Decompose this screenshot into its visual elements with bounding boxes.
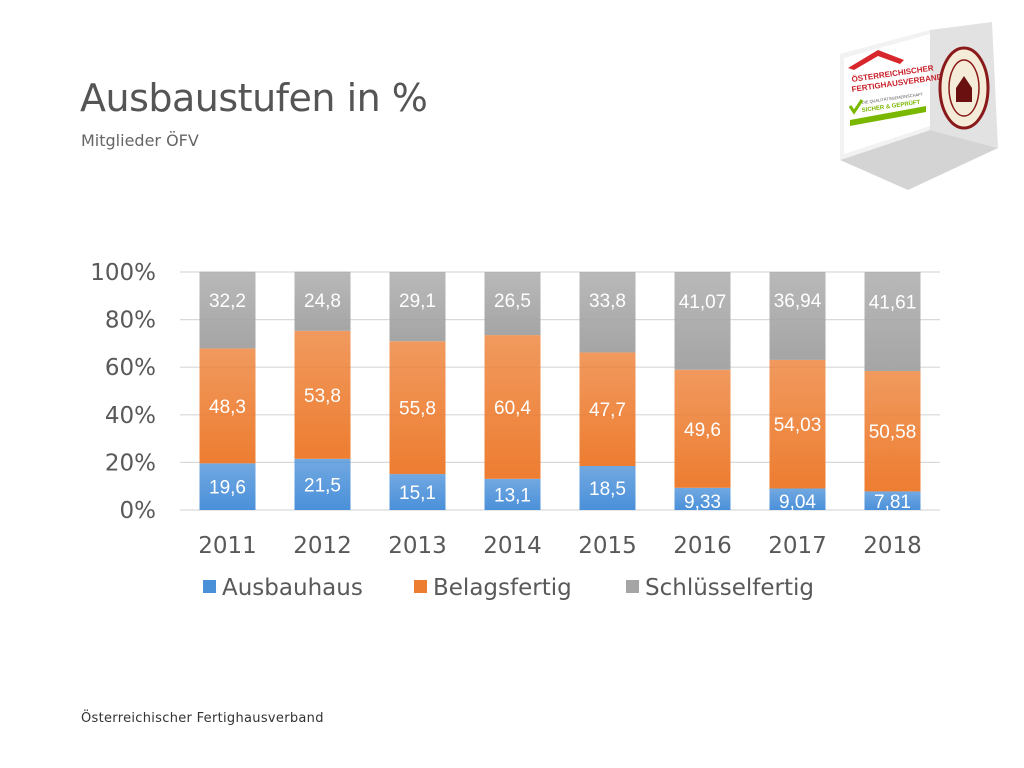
bar-segment-ausbauhaus-2012 — [294, 458, 351, 510]
x-tick-label: 2015 — [578, 533, 637, 559]
bar-segment-belagsfertig-2017 — [769, 359, 826, 489]
x-tick-label: 2018 — [863, 533, 922, 559]
bar-segment-ausbauhaus-2017 — [769, 488, 826, 510]
data-label: 15,1 — [399, 483, 436, 504]
bar-segment-ausbauhaus-2016 — [674, 487, 731, 510]
data-label: 18,5 — [589, 479, 626, 500]
bar-segment-ausbauhaus-2014 — [484, 478, 541, 510]
page-title: Ausbaustufen in % — [80, 76, 428, 120]
data-label: 24,8 — [304, 291, 341, 312]
y-tick-label: 40% — [105, 403, 156, 429]
data-labels: 19,6 48,3 32,2 21,5 53,8 24,8 15,1 55,8 29,1 13,1… — [209, 291, 916, 513]
data-label: 48,3 — [209, 397, 246, 418]
gridlines — [180, 271, 940, 511]
oefv-logo: ÖSTERREICHISCHER FERTIGHAUSVERBAND DIE Q… — [840, 22, 998, 190]
data-label: 29,1 — [399, 291, 436, 312]
x-tick-label: 2012 — [293, 533, 352, 559]
y-tick-label: 60% — [105, 355, 156, 381]
data-label: 7,81 — [874, 492, 911, 513]
bar-segment-belagsfertig-2011 — [199, 348, 256, 464]
bar-segment-belagsfertig-2014 — [484, 335, 541, 479]
x-tick-label: 2013 — [388, 533, 447, 559]
y-tick-label: 0% — [120, 498, 157, 524]
bar-segment-belagsfertig-2018 — [864, 371, 921, 492]
data-label: 13,1 — [494, 485, 531, 506]
x-tick-label: 2011 — [198, 533, 257, 559]
data-label: 26,5 — [494, 291, 531, 312]
data-label: 19,6 — [209, 478, 246, 499]
legend-label: Schlüsselfertig — [645, 575, 814, 601]
bars — [199, 271, 921, 510]
data-label: 32,2 — [209, 291, 246, 312]
bar-segment-schlüsselfertig-2011 — [199, 271, 256, 349]
data-label: 49,6 — [684, 420, 721, 441]
legend-swatch — [626, 580, 639, 593]
legend-swatch — [414, 580, 427, 593]
data-label: 50,58 — [869, 422, 917, 443]
bar-segment-ausbauhaus-2013 — [389, 474, 446, 510]
data-label: 60,4 — [494, 398, 531, 419]
bar-segment-ausbauhaus-2018 — [864, 491, 921, 510]
bar-segment-schlüsselfertig-2015 — [579, 272, 636, 353]
bar-segment-belagsfertig-2012 — [294, 330, 351, 459]
data-label: 54,03 — [774, 415, 822, 436]
data-label: 33,8 — [589, 291, 626, 312]
legend-label: Belagsfertig — [433, 575, 572, 601]
bar-segment-schlüsselfertig-2016 — [674, 272, 731, 370]
bar-segment-schlüsselfertig-2018 — [864, 272, 921, 372]
bar-segment-belagsfertig-2015 — [579, 352, 636, 466]
data-label: 9,33 — [684, 492, 721, 513]
legend-swatch — [203, 580, 216, 593]
data-label: 53,8 — [304, 386, 341, 407]
footer-text: Österreichischer Fertighausverband — [81, 711, 324, 726]
bar-segment-schlüsselfertig-2012 — [294, 271, 351, 331]
data-label: 9,04 — [779, 492, 816, 513]
legend-label: Ausbauhaus — [222, 575, 363, 601]
x-axis: 2011 2012 2013 2014 2015 2016 2017 2018 — [198, 533, 922, 559]
bar-segment-schlüsselfertig-2013 — [389, 272, 446, 342]
data-label: 41,61 — [869, 293, 917, 314]
data-label: 36,94 — [774, 291, 822, 312]
page-subtitle: Mitglieder ÖFV — [81, 131, 199, 150]
bar-segment-belagsfertig-2016 — [674, 369, 731, 488]
bar-segment-ausbauhaus-2015 — [579, 465, 636, 510]
legend: Ausbauhaus Belagsfertig Schlüsselfertig — [203, 575, 814, 601]
bar-segment-belagsfertig-2013 — [389, 341, 446, 475]
data-label: 21,5 — [304, 475, 341, 496]
x-tick-label: 2016 — [673, 533, 732, 559]
bar-segment-schlüsselfertig-2014 — [484, 272, 541, 336]
y-tick-label: 100% — [90, 260, 156, 286]
data-label: 41,07 — [679, 292, 727, 313]
x-tick-label: 2017 — [768, 533, 827, 559]
y-axis: 0% 20% 40% 60% 80% 100% — [90, 260, 156, 524]
y-tick-label: 20% — [105, 450, 156, 476]
x-tick-label: 2014 — [483, 533, 542, 559]
bar-segment-schlüsselfertig-2017 — [769, 271, 826, 360]
data-label: 55,8 — [399, 399, 436, 420]
data-label: 47,7 — [589, 400, 626, 421]
bar-segment-ausbauhaus-2011 — [199, 463, 256, 510]
y-tick-label: 80% — [105, 308, 156, 334]
